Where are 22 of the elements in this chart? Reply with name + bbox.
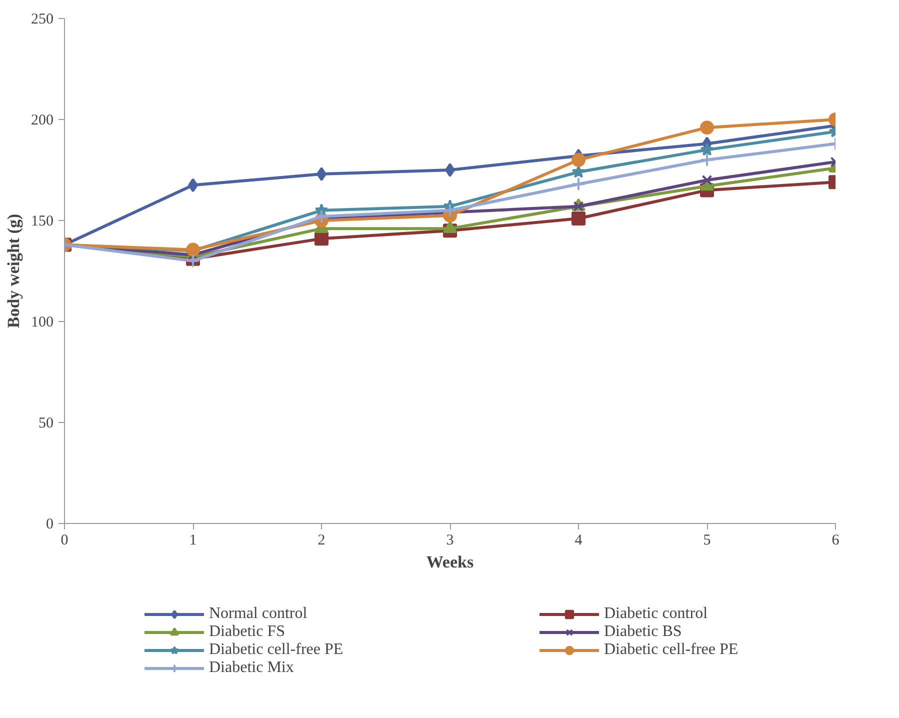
x-tick-label: 5 — [703, 532, 711, 548]
x-tick-label: 4 — [574, 532, 583, 548]
legend-label: Normal control — [209, 605, 308, 623]
y-tick-label: 150 — [31, 214, 54, 230]
y-tick-label: 200 — [31, 112, 54, 128]
legend-label: Diabetic FS — [209, 623, 286, 641]
x-tick-label: 6 — [832, 532, 840, 548]
y-tick-label: 50 — [38, 416, 54, 432]
legend-label: Diabetic control — [604, 605, 709, 623]
y-tick-label: 100 — [31, 314, 54, 330]
y-tick-label: 0 — [46, 516, 54, 532]
y-tick-label: 250 — [31, 12, 54, 28]
x-tick-label: 0 — [60, 532, 68, 548]
legend-label: Diabetic BS — [604, 623, 683, 641]
x-tick-label: 3 — [446, 532, 454, 548]
y-axis-title: Body weight (g) — [4, 214, 23, 328]
x-axis-title: Weeks — [426, 552, 474, 572]
legend-label: Diabetic cell-free PE — [604, 641, 740, 659]
legend-label: Diabetic Mix — [209, 659, 295, 677]
legend-label: Diabetic cell-free PE — [209, 641, 344, 659]
x-tick-label: 2 — [318, 532, 326, 548]
x-tick-label: 1 — [189, 532, 197, 548]
